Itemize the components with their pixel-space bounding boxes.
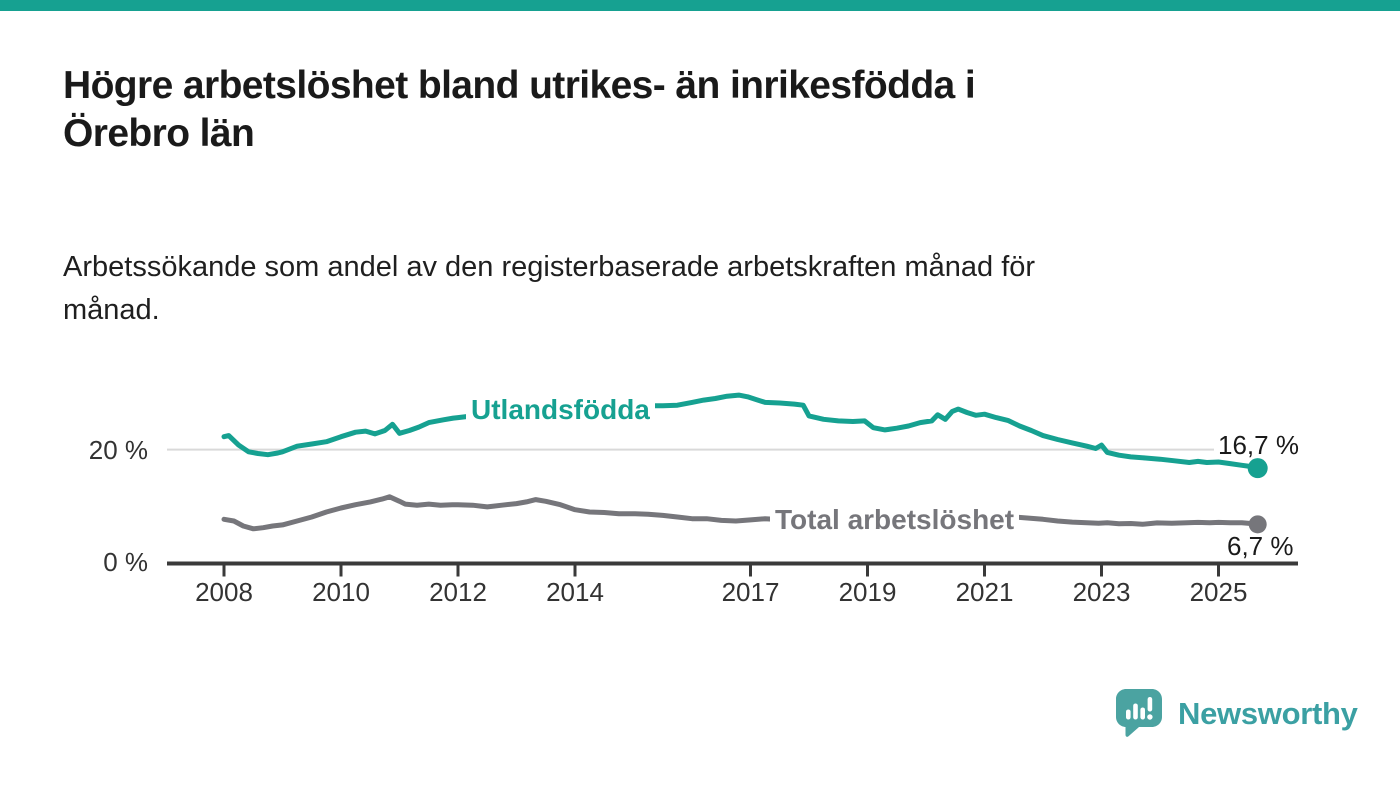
page-subtitle-line-1: Arbetssökande som andel av den registerb… — [63, 251, 1036, 283]
series-label-total-arbetsloshet: Total arbetslöshet — [770, 502, 1020, 538]
x-axis-tick-label: 2019 — [838, 577, 897, 607]
newsworthy-logo-icon — [1116, 689, 1162, 737]
series-line-total — [221, 494, 1261, 532]
end-value-label-utlandsfodda: 16,7 % — [1214, 432, 1303, 458]
series-label-utlandsfodda: Utlandsfödda — [466, 392, 655, 428]
x-axis-tick-label: 2025 — [1189, 577, 1248, 607]
page-subtitle: Arbetssökande som andel av den registerb… — [63, 246, 1363, 332]
x-axis-tick-label: 2008 — [195, 577, 253, 607]
x-axis-tick-label: 2017 — [721, 577, 780, 607]
brand-top-bar — [0, 0, 1400, 11]
y-axis-tick-label: 0 % — [103, 547, 148, 577]
x-axis-tick-label: 2012 — [429, 577, 487, 607]
newsworthy-logo: Newsworthy — [1115, 688, 1358, 738]
x-axis-tick-label: 2010 — [312, 577, 370, 607]
page-title: Högre arbetslöshet bland utrikes- än inr… — [63, 62, 1363, 158]
page-title-line-2: Örebro län — [63, 112, 255, 155]
newsworthy-wordmark: Newsworthy — [1178, 696, 1358, 731]
series-line-utlandsfodda — [221, 392, 1261, 471]
x-axis-tick-label: 2021 — [955, 577, 1014, 607]
x-axis-tick-label: 2014 — [546, 577, 604, 607]
x-axis-tick-label: 2023 — [1072, 577, 1131, 607]
page-subtitle-line-2: månad. — [63, 294, 160, 326]
end-value-label-total: 6,7 % — [1227, 531, 1294, 561]
page-title-line-1: Högre arbetslöshet bland utrikes- än inr… — [63, 64, 976, 107]
y-axis-tick-label: 20 % — [88, 434, 148, 465]
